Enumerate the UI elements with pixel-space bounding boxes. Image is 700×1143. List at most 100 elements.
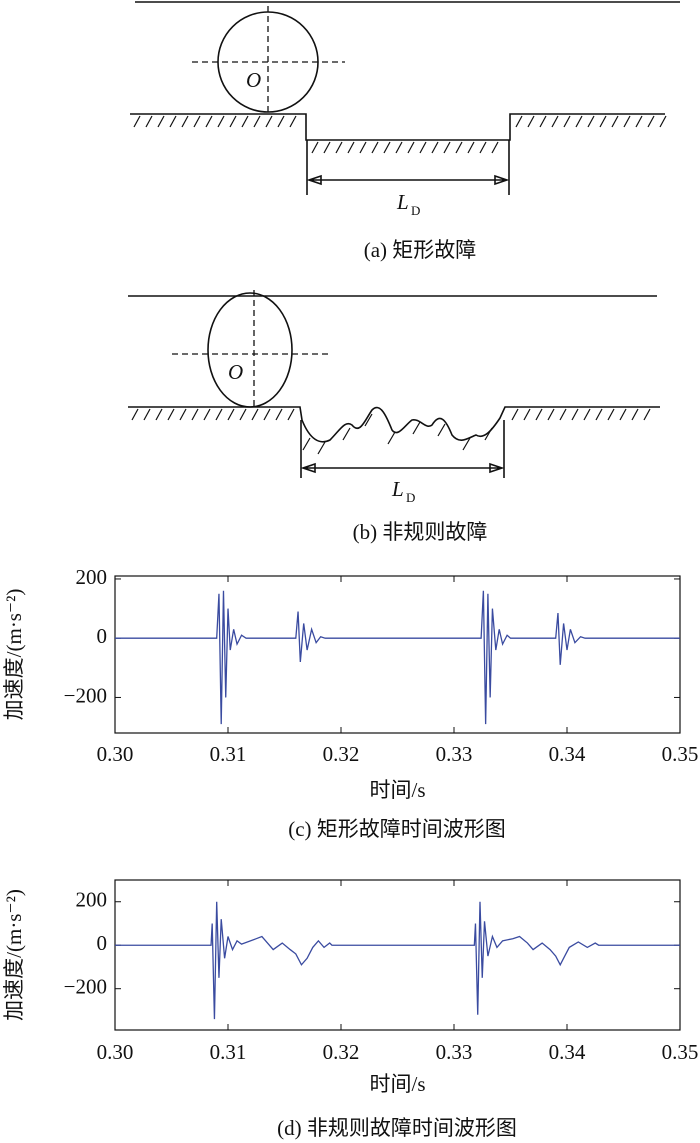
hatch (412, 421, 421, 435)
hatch (131, 408, 139, 421)
x-tick-label: 0.34 (549, 742, 586, 766)
caption: (b) 非规则故障 (353, 520, 488, 544)
x-tick-label: 0.35 (662, 742, 699, 766)
x-axis-label: 时间/s (369, 778, 425, 802)
dimension-arrow (306, 174, 510, 186)
hatch (302, 437, 311, 451)
hatch (347, 141, 355, 154)
y-axis-label: 加速度/(m·s⁻²) (2, 889, 26, 1021)
hatch (263, 408, 271, 421)
hatch (559, 408, 567, 421)
x-tick-label: 0.30 (97, 1040, 134, 1064)
hatch (215, 408, 223, 421)
hatch (133, 115, 141, 128)
hatch (157, 115, 165, 128)
hatch (193, 115, 201, 128)
hatch (631, 408, 639, 421)
hatch (229, 115, 237, 128)
hatch (181, 115, 189, 128)
hatch (462, 437, 471, 451)
ground (128, 406, 660, 443)
y-tick-label: 200 (76, 565, 108, 589)
hatch (143, 408, 151, 421)
hatch (547, 408, 555, 421)
y-tick-label: 0 (97, 931, 108, 955)
hatch (311, 141, 319, 154)
hatch (323, 141, 331, 154)
hatch (253, 115, 261, 128)
hatch (599, 115, 607, 128)
plot-frame (114, 575, 681, 734)
x-tick-label: 0.34 (549, 1040, 586, 1064)
hatch (167, 408, 175, 421)
x-tick-label: 0.32 (323, 1040, 360, 1064)
hatch (205, 115, 213, 128)
diagram-b: O L D (b) 非规则故障 (128, 290, 660, 544)
length-subscript: D (411, 203, 420, 218)
hatch (535, 408, 543, 421)
caption: (c) 矩形故障时间波形图 (288, 817, 506, 841)
hatch (419, 141, 427, 154)
hatch (203, 408, 211, 421)
hatch (179, 408, 187, 421)
hatch (169, 115, 177, 128)
hatch (387, 431, 396, 445)
hatch (619, 408, 627, 421)
hatch (575, 115, 583, 128)
hatch (611, 115, 619, 128)
hatch (251, 408, 259, 421)
hatch (437, 423, 446, 437)
hatch (511, 408, 519, 421)
ground (130, 113, 665, 141)
hatch (607, 408, 615, 421)
hatch (145, 115, 153, 128)
hatch (155, 408, 163, 421)
y-tick-label: 200 (76, 888, 108, 912)
hatch (277, 115, 285, 128)
x-tick-label: 0.33 (436, 742, 473, 766)
x-tick-label: 0.32 (323, 742, 360, 766)
hatch (407, 141, 415, 154)
length-label: L (396, 190, 409, 214)
x-tick-label: 0.35 (662, 1040, 699, 1064)
hatch (527, 115, 535, 128)
hatch (479, 141, 487, 154)
waveform (115, 901, 680, 1020)
hatch (217, 115, 225, 128)
diagram-a: O L D (a) 矩形故障 (130, 1, 680, 262)
hatch (335, 141, 343, 154)
hatch (491, 141, 499, 154)
hatch (239, 408, 247, 421)
x-tick-label: 0.30 (97, 742, 134, 766)
center-label: O (228, 360, 243, 384)
caption: (a) 矩形故障 (364, 238, 477, 262)
hatch (455, 141, 463, 154)
dimension-arrow (300, 462, 505, 474)
hatch (342, 427, 351, 441)
hatch (431, 141, 439, 154)
hatch (551, 115, 559, 128)
hatch (443, 141, 451, 154)
y-tick-label: −200 (64, 975, 107, 999)
y-axis-label: 加速度/(m·s⁻²) (2, 589, 26, 721)
hatch (484, 427, 493, 441)
x-axis-label: 时间/s (369, 1072, 425, 1096)
hatch (563, 115, 571, 128)
x-tick-label: 0.31 (210, 742, 247, 766)
length-label: L (391, 477, 404, 501)
hatch (587, 115, 595, 128)
hatch (371, 141, 379, 154)
hatch (467, 141, 475, 154)
hatch (359, 141, 367, 154)
hatch (539, 115, 547, 128)
y-tick-label: 0 (97, 624, 108, 648)
hatch (395, 141, 403, 154)
hatch (571, 408, 579, 421)
hatch (595, 408, 603, 421)
hatch (383, 141, 391, 154)
hatch (241, 115, 249, 128)
hatching (133, 115, 667, 154)
waveform (115, 590, 680, 725)
hatch (289, 115, 297, 128)
